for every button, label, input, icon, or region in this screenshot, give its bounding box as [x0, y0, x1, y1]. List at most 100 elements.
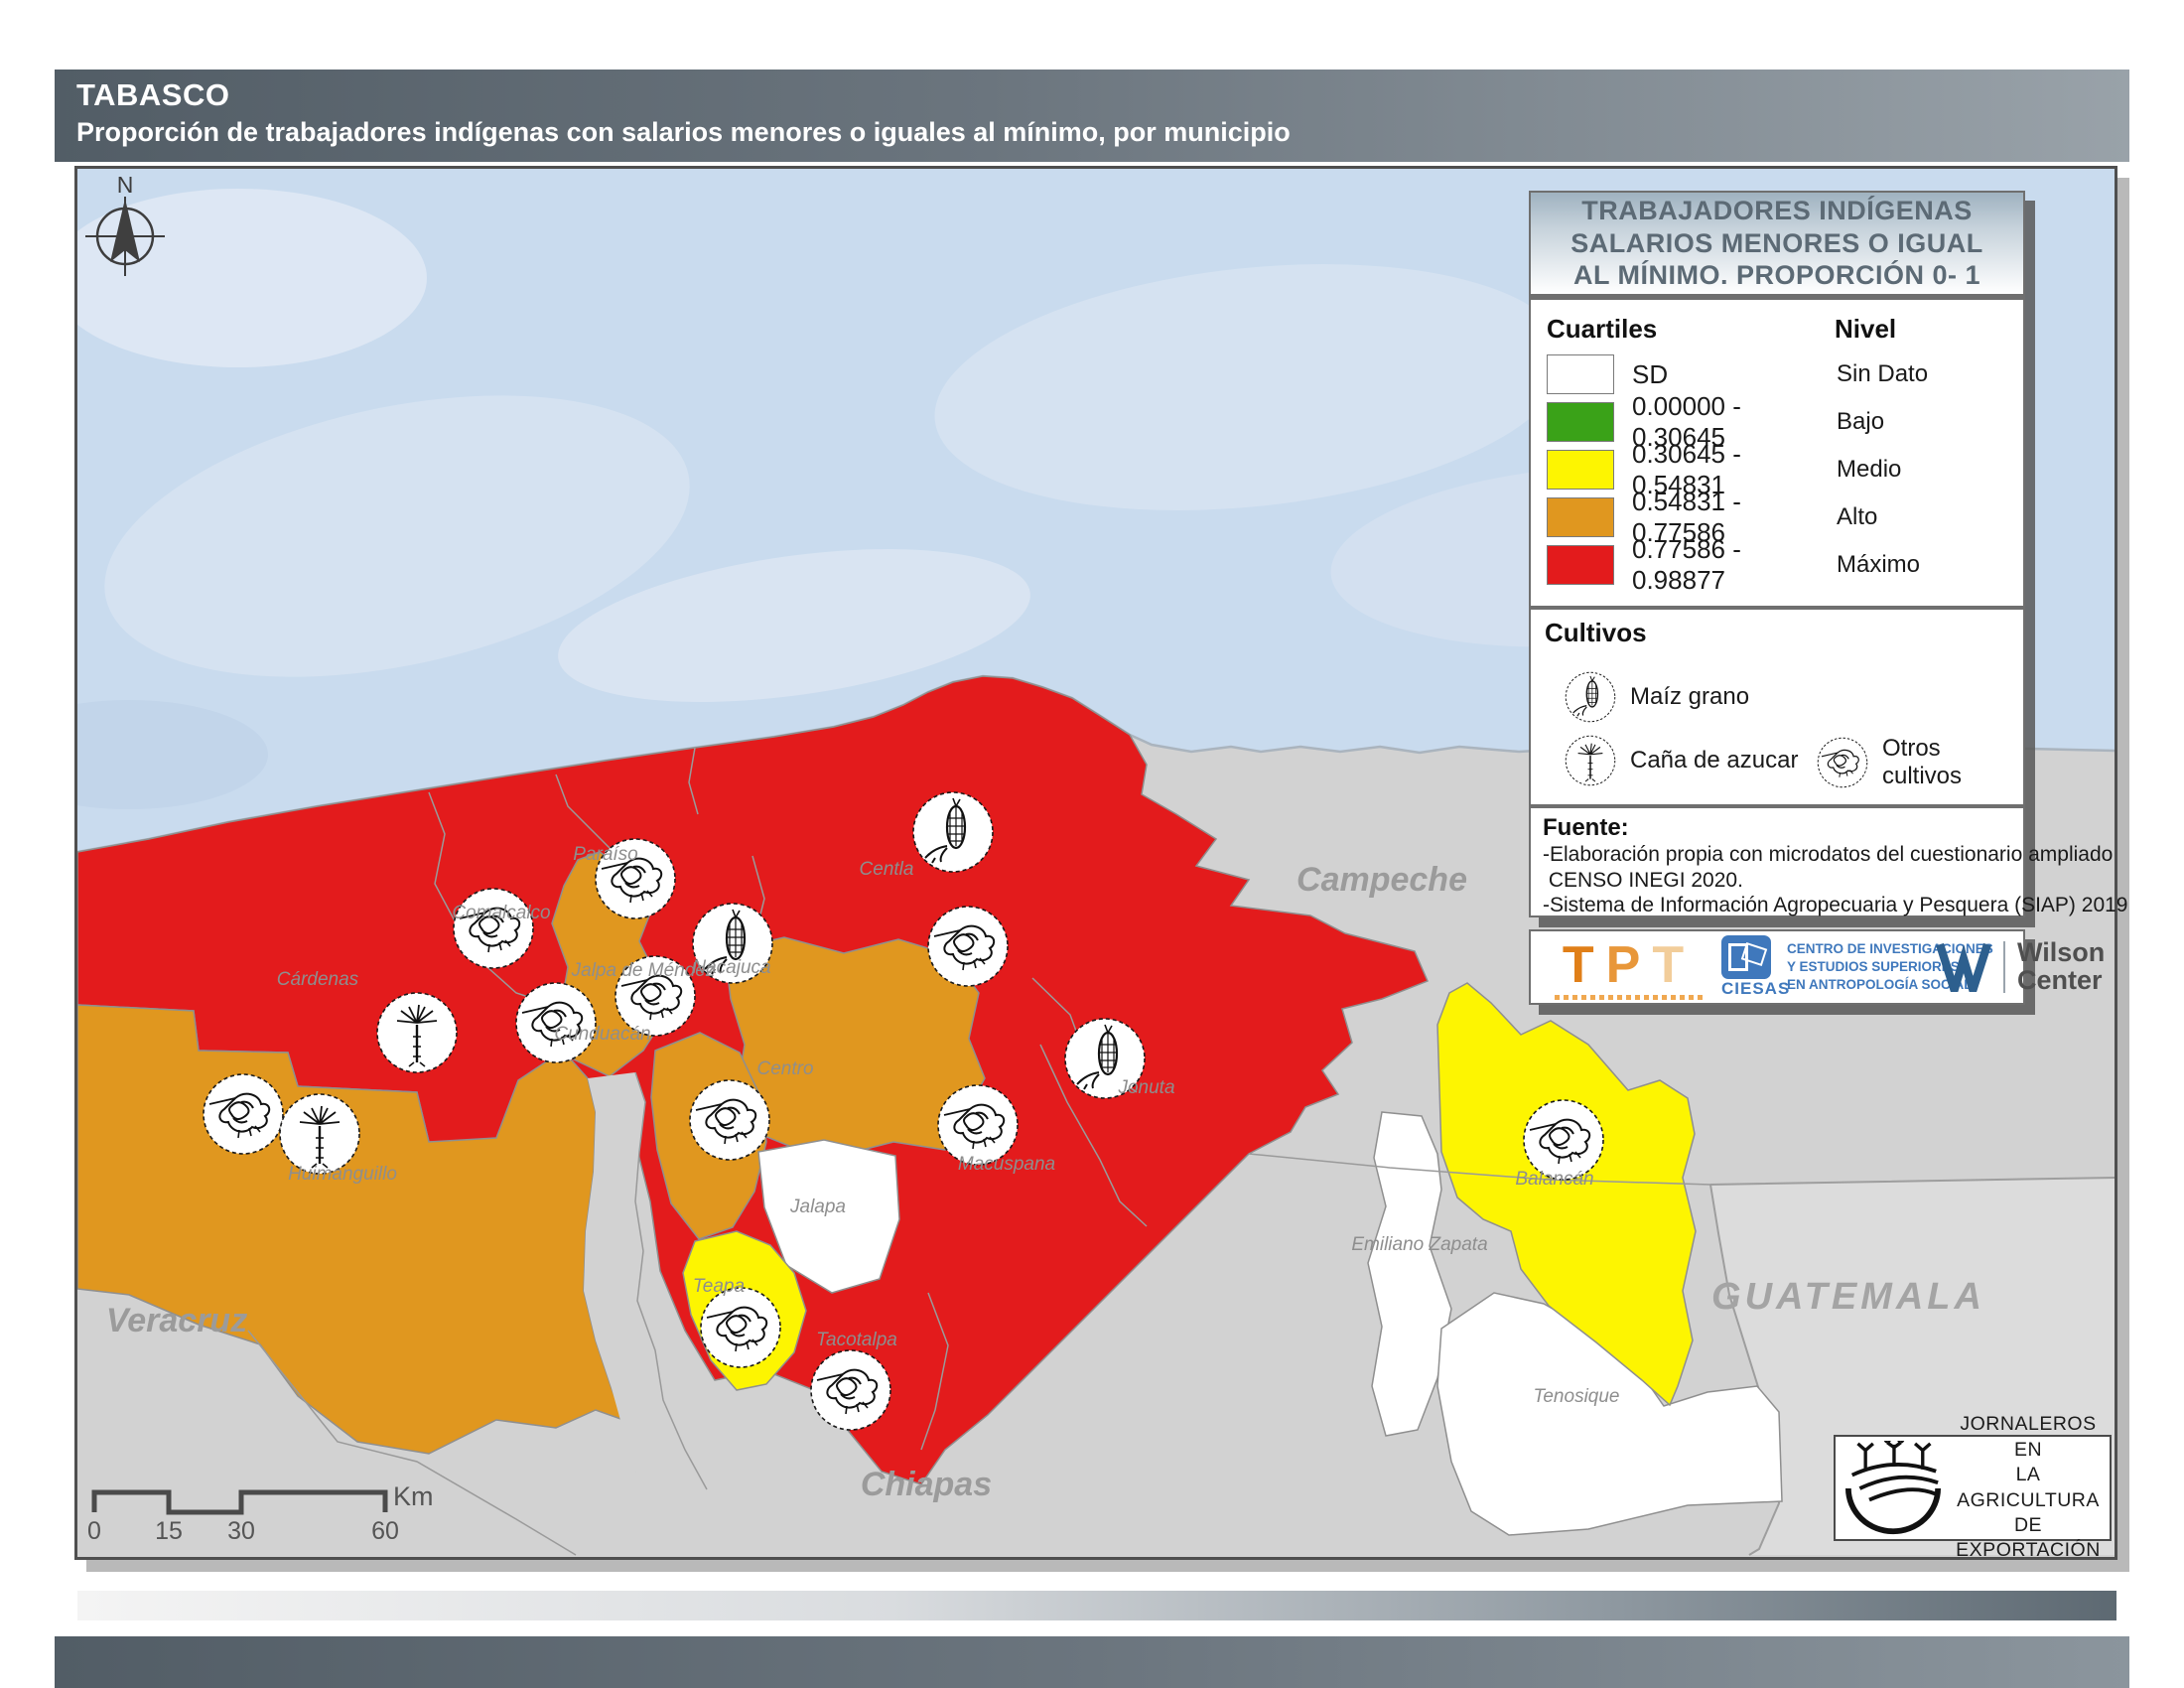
legend-title-line: SALARIOS MENORES O IGUAL — [1570, 227, 1983, 260]
legend-level: Medio — [1837, 456, 1901, 484]
crop-label: Caña de azucar — [1630, 747, 1798, 774]
municipality-label: Tenosique — [1534, 1386, 1620, 1407]
legend-level: Sin Dato — [1837, 360, 1928, 388]
legend-crops-box: Cultivos Maíz grano Caña de azucar Otros… — [1529, 608, 2025, 806]
legend-swatch — [1547, 402, 1614, 442]
otros-icon — [1524, 1100, 1603, 1180]
otros-icon — [454, 889, 533, 968]
page-title: TABASCO — [76, 77, 229, 113]
jornaleros-line: DE EXPORTACIÓN — [1947, 1513, 2110, 1564]
fuente-line: CENSO INEGI 2020. — [1543, 868, 2011, 894]
tpt-tagline — [1555, 995, 1704, 1000]
scale-unit: Km — [393, 1481, 434, 1511]
otros-icon — [204, 1074, 283, 1154]
legend-title-line: AL MÍNIMO. PROPORCIÓN 0- 1 — [1573, 259, 1980, 292]
ciesas-logo: CIESAS CENTRO DE INVESTIGACIONES Y ESTUD… — [1721, 935, 1910, 999]
jornaleros-line: JORNALEROS EN — [1947, 1412, 2110, 1463]
sugarcane-icon — [1565, 735, 1616, 786]
municipality-label: Jonuta — [1117, 1077, 1174, 1098]
scale-tick-label: 60 — [371, 1517, 399, 1545]
page-subtitle: Proporción de trabajadores indígenas con… — [76, 117, 1291, 148]
jornaleros-field-icon — [1840, 1441, 1947, 1536]
legend-swatch — [1547, 545, 1614, 585]
municipality-label: Macuspana — [958, 1154, 1055, 1175]
corn-icon — [913, 792, 993, 872]
jornaleros-logo-text: JORNALEROS EN LA AGRICULTURA DE EXPORTAC… — [1947, 1412, 2110, 1563]
legend-item-otros: Otros cultivos — [1817, 735, 2023, 790]
municipality-label: Balancán — [1515, 1169, 1593, 1190]
legend-swatch — [1547, 497, 1614, 537]
municipality-label: Cunduacán — [554, 1024, 650, 1045]
legend-range: 0.77586 - 0.98877 — [1632, 534, 1837, 596]
ciesas-icon — [1721, 935, 1771, 979]
ciesas-acronym: CIESAS — [1721, 979, 1777, 999]
jornaleros-logo-box: JORNALEROS EN LA AGRICULTURA DE EXPORTAC… — [1834, 1435, 2112, 1541]
tpt-letter: P — [1606, 936, 1653, 994]
municipality-label: Teapa — [693, 1276, 745, 1297]
map-report-page: TABASCO Proporción de trabajadores indíg… — [0, 0, 2184, 1688]
otros-icon — [938, 1085, 1018, 1165]
legend-range: SD — [1632, 359, 1837, 390]
tpt-letter: T — [1652, 936, 1696, 994]
municipality-label: Centro — [756, 1058, 813, 1079]
municipality-label: Jalapa — [789, 1196, 846, 1217]
legend-item-maiz: Maíz grano — [1565, 671, 1749, 723]
otros-icon — [690, 1080, 769, 1160]
fuente-line: -Elaboración propia con microdatos del c… — [1543, 842, 2011, 868]
municipality-label: Centla — [860, 859, 914, 880]
scale-tick-label: 15 — [155, 1517, 183, 1545]
legend-column-headers: Cuartiles Nivel — [1547, 314, 2007, 345]
fuente-line: -Sistema de Información Agropecuaria y P… — [1543, 893, 2011, 918]
otros-icon — [701, 1288, 780, 1367]
wilson-divider — [2003, 941, 2005, 993]
otros-icon — [811, 1350, 890, 1430]
legend-swatch — [1547, 450, 1614, 490]
compass-n-label: N — [117, 172, 134, 198]
legend-level: Bajo — [1837, 408, 1884, 436]
municipality-label: Emiliano Zapata — [1351, 1234, 1487, 1255]
cana-icon — [280, 1094, 359, 1174]
jornaleros-line: LA AGRICULTURA — [1947, 1463, 2110, 1513]
crop-label: Otros cultivos — [1882, 735, 2023, 790]
municipality-label: Nacajuca — [692, 957, 770, 978]
municipality-label: Comalcalco — [452, 903, 550, 923]
legend-logos-box: TPT CIESAS CENTRO DE INVESTIGACIONES Y E… — [1529, 929, 2025, 1005]
state-label: GUATEMALA — [1711, 1276, 1985, 1318]
wilson-center-logo: Wilson Center — [1936, 939, 2105, 994]
wilson-line: Center — [2017, 967, 2105, 995]
scale-tick-label: 0 — [87, 1517, 101, 1545]
title-bar: TABASCO Proporción de trabajadores indíg… — [55, 70, 2129, 162]
cultivos-header: Cultivos — [1545, 618, 1647, 648]
municipality-label: Cárdenas — [277, 969, 359, 990]
legend-rows: SDSin Dato0.00000 - 0.30645Bajo0.30645 -… — [1547, 351, 2007, 589]
tpt-logo: TPT — [1555, 935, 1704, 1000]
legend-source-box: Fuente: -Elaboración propia con microdat… — [1529, 806, 2025, 917]
wilson-w-icon — [1936, 942, 1991, 992]
municipality-label: Paraíso — [573, 844, 637, 865]
fuente-header: Fuente: — [1543, 814, 2011, 842]
wilson-line: Wilson — [2017, 939, 2105, 967]
quartiles-header: Cuartiles — [1547, 314, 1835, 345]
legend-swatch — [1547, 354, 1614, 394]
state-label: Chiapas — [861, 1466, 992, 1503]
level-header: Nivel — [1835, 314, 1896, 345]
crop-label: Maíz grano — [1630, 683, 1749, 711]
other-crops-icon — [1817, 737, 1868, 788]
footer-light-bar — [77, 1591, 2116, 1620]
legend-level: Máximo — [1837, 551, 1920, 579]
legend-quartiles-box: Cuartiles Nivel SDSin Dato0.00000 - 0.30… — [1529, 298, 2025, 608]
scale-tick-label: 30 — [227, 1517, 255, 1545]
legend-level: Alto — [1837, 503, 1877, 531]
legend-title-box: TRABAJADORES INDÍGENAS SALARIOS MENORES … — [1529, 191, 2025, 298]
legend-item-cana: Caña de azucar — [1565, 735, 1798, 786]
cana-icon — [377, 993, 457, 1072]
state-label: Campeche — [1297, 861, 1467, 899]
legend-row: 0.77586 - 0.98877Máximo — [1547, 541, 2007, 589]
corn-icon — [1565, 671, 1616, 723]
tpt-letter: T — [1563, 936, 1606, 994]
otros-icon — [516, 983, 596, 1062]
footer-dark-bar — [55, 1636, 2129, 1688]
municipality-label: Tacotalpa — [816, 1330, 897, 1350]
otros-icon — [928, 907, 1008, 986]
legend-title-line: TRABAJADORES INDÍGENAS — [1581, 195, 1973, 227]
